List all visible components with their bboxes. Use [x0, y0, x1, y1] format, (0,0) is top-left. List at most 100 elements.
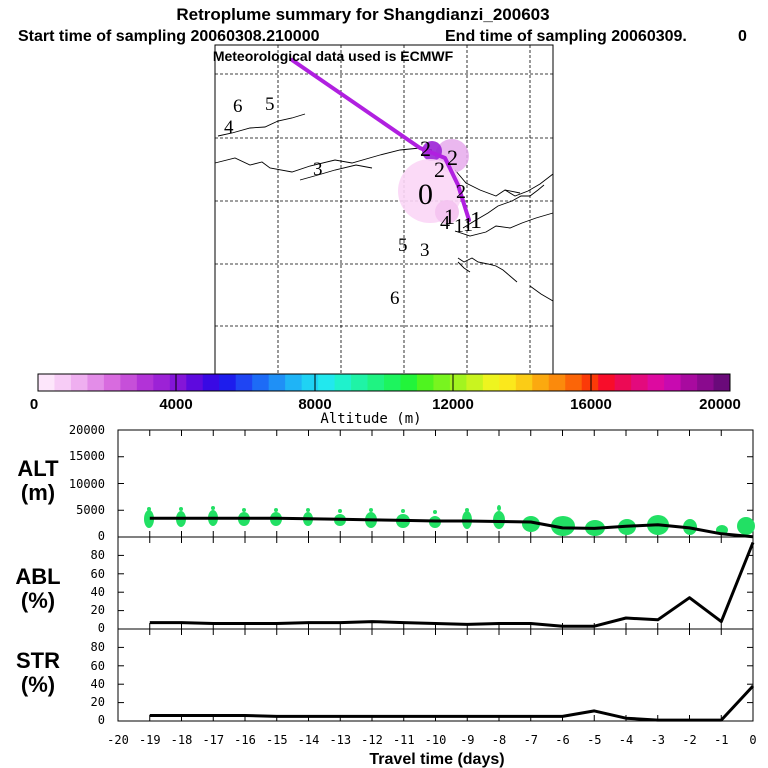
colorbar-frame: [37, 373, 731, 392]
series-line-alt: [149, 516, 754, 539]
day-marker: 2: [447, 145, 458, 170]
str-panel-frame: [117, 628, 754, 722]
alt-y-tick: 20000: [69, 423, 105, 437]
abl-y-tick: 40: [91, 585, 105, 599]
colorbar-swatch: [87, 374, 105, 391]
colorbar-tick-label: 16000: [570, 396, 612, 413]
colorbar-swatch: [400, 374, 418, 391]
series-line-abl: [149, 541, 755, 628]
day-markers: 6 5 4 3 2 2 2 2 0 1 1 4 1 1 5 3 6: [224, 94, 482, 309]
map-borders: [214, 113, 554, 302]
x-tick-label: -9: [460, 733, 474, 747]
abl-y-tick: 20: [91, 603, 105, 617]
colorbar-swatch: [252, 374, 270, 391]
colorbar-swatch: [499, 374, 517, 391]
colorbar-tick-label: 20000: [699, 396, 741, 413]
day-marker: 4: [440, 212, 450, 234]
colorbar-swatch: [697, 374, 714, 391]
colorbar-swatch: [631, 374, 649, 391]
met-data-label: Meteorological data used is ECMWF: [213, 48, 454, 64]
plume-path-line: [290, 58, 471, 222]
colorbar-swatch: [219, 374, 237, 391]
x-tick-label: -4: [619, 733, 633, 747]
end-time-label: End time of sampling 20060309.: [445, 28, 687, 45]
x-tick-label: -16: [234, 733, 256, 747]
str-unit: (%): [21, 672, 55, 697]
plume-trajectory: [290, 58, 471, 224]
colorbar-title: Altitude (m): [320, 411, 421, 427]
day-marker: 4: [224, 117, 234, 138]
y-tick-labels: 20000 15000 10000 5000 0 80 60 40 20 0 8…: [69, 423, 105, 727]
colorbar-swatch: [235, 374, 253, 391]
day-marker: 6: [233, 96, 243, 117]
colorbar-tick-label: 8000: [298, 396, 331, 413]
colorbar-swatch: [532, 374, 550, 391]
colorbar-swatch: [565, 374, 583, 391]
x-tick-label: -5: [587, 733, 601, 747]
plume-blob: [435, 200, 459, 224]
alt-unit: (m): [21, 480, 55, 505]
colorbar-swatch: [334, 374, 352, 391]
colorbar-swatch: [713, 374, 731, 391]
abl-label: ABL: [15, 564, 60, 589]
abl-unit: (%): [21, 588, 55, 613]
colorbar-swatch: [581, 374, 599, 391]
x-tick-label: -13: [329, 733, 351, 747]
str-y-tick: 60: [91, 659, 105, 673]
colorbar-swatch: [614, 374, 632, 391]
x-tick-label: -19: [139, 733, 161, 747]
colorbar-swatch: [301, 374, 319, 391]
x-tick-label: 0: [749, 733, 756, 747]
tick-marks: [117, 429, 754, 722]
day-marker: 2: [456, 181, 466, 203]
day-marker: 3: [420, 240, 430, 261]
colorbar-swatch: [120, 374, 138, 391]
series-line-str: [149, 684, 755, 722]
abl-y-tick: 80: [91, 548, 105, 562]
colorbar-swatches: [38, 374, 731, 391]
day-marker: 2: [420, 136, 431, 161]
day-marker: 5: [398, 235, 408, 256]
map-frame: [214, 44, 554, 376]
str-y-tick: 20: [91, 695, 105, 709]
day-marker: 1: [444, 204, 455, 229]
colorbar-swatch: [680, 374, 698, 391]
alt-y-tick: 10000: [69, 477, 105, 491]
day-marker: 1: [463, 214, 473, 236]
x-tick-label: -10: [425, 733, 447, 747]
day-marker: 2: [434, 157, 445, 182]
abl-y-tick: 60: [91, 567, 105, 581]
abl-panel-frame: [117, 536, 754, 630]
x-tick-labels: -20 -19 -18 -17 -16 -15 -14 -13 -12 -11 -10 -9 -8 -7-…: [107, 733, 756, 747]
colorbar-swatch: [268, 374, 286, 391]
colorbar-swatch: [103, 374, 121, 391]
abl-y-tick: 0: [98, 621, 105, 635]
colorbar-swatch: [367, 374, 385, 391]
map-gridlines: [215, 45, 553, 375]
alt-label: ALT: [17, 456, 59, 481]
colorbar-swatch: [169, 374, 187, 391]
str-y-tick: 0: [98, 713, 105, 727]
colorbar-swatch: [664, 374, 681, 391]
colorbar-swatch: [515, 374, 533, 391]
colorbar-swatch: [384, 374, 401, 391]
series-layer: [149, 516, 755, 722]
day-marker: 1: [454, 215, 464, 237]
x-tick-label: -12: [361, 733, 383, 747]
x-tick-label: -2: [682, 733, 696, 747]
colorbar-swatch: [186, 374, 204, 391]
colorbar-swatch: [647, 374, 665, 391]
day-marker: 1: [470, 208, 482, 234]
colorbar-swatch: [598, 374, 616, 391]
end-time-suffix: 0: [738, 28, 747, 45]
str-label: STR: [16, 648, 60, 673]
alt-y-tick: 0: [98, 529, 105, 543]
day-marker: 5: [265, 94, 275, 115]
colorbar-separators: [175, 374, 592, 391]
colorbar-swatch: [466, 374, 484, 391]
colorbar-swatch: [449, 374, 467, 391]
colorbar-swatch: [202, 374, 220, 391]
day-marker: 3: [313, 159, 323, 180]
colorbar-swatch: [416, 374, 434, 391]
x-tick-label: -18: [171, 733, 193, 747]
